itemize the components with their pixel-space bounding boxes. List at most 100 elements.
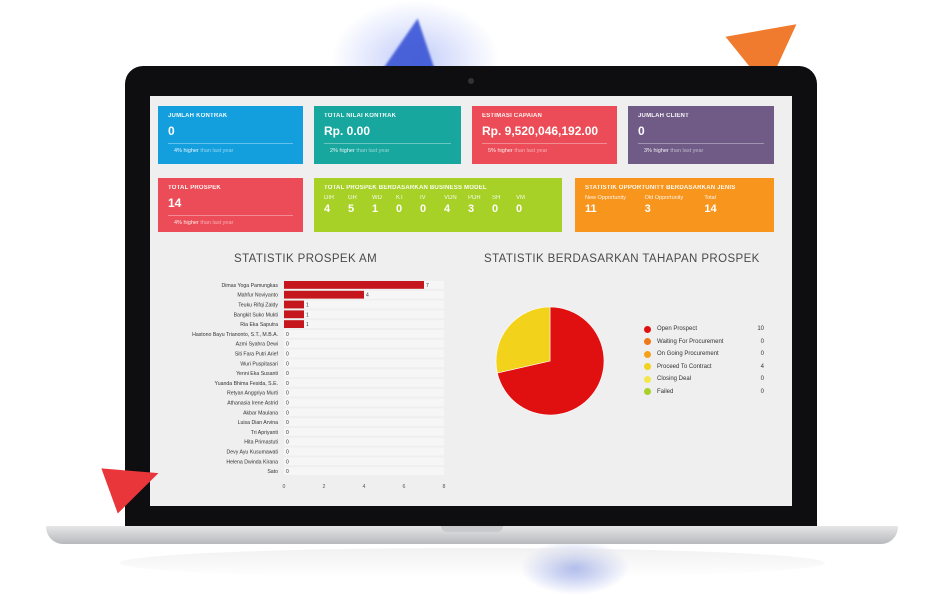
bar-category-label: Yenni Eka Susanti bbox=[236, 371, 278, 377]
card-note: 4% higher than last year bbox=[168, 220, 293, 226]
bar bbox=[284, 320, 304, 328]
bar-track bbox=[284, 379, 444, 387]
pie-slice bbox=[496, 306, 605, 416]
card-value: 0 bbox=[168, 124, 175, 138]
legend-item[interactable]: Open Prospect 10 bbox=[644, 323, 764, 336]
bar-category-label: Siti Fara Putri Arief bbox=[235, 352, 279, 358]
bm-label: IV bbox=[420, 195, 426, 201]
bar-track bbox=[284, 457, 444, 466]
legend-dot-icon bbox=[644, 388, 651, 396]
bar-track bbox=[284, 359, 444, 368]
bar-category-label: Luisa Dian Arvina bbox=[238, 420, 278, 426]
card-note-faded: than last year bbox=[670, 148, 704, 154]
card-total-prospek[interactable]: TOTAL PROSPEK 14 4% higher than last yea… bbox=[158, 178, 303, 232]
legend-item[interactable]: Waiting For Procurement 0 bbox=[644, 336, 764, 349]
bar-track bbox=[284, 437, 444, 446]
laptop-reflection bbox=[120, 548, 825, 578]
card-divider bbox=[324, 143, 451, 144]
bar-category-label: Mahfur Noviyanto bbox=[237, 293, 278, 299]
bar-chart: Dimas Yoga Pamungkas 7 Mahfur Noviyanto 4 Te… bbox=[150, 276, 460, 506]
bm-item: VM 0 bbox=[516, 195, 540, 215]
card-value: 0 bbox=[638, 124, 645, 138]
bar-value-label: 0 bbox=[286, 459, 289, 465]
bm-label: PDR bbox=[468, 195, 481, 201]
card-note-faded: than last year bbox=[356, 148, 390, 154]
bm-value: 0 bbox=[516, 203, 523, 215]
card-title: JUMLAH CLIENT bbox=[638, 113, 689, 119]
card-note-faded: than last year bbox=[514, 148, 548, 154]
bar-category-label: Bangkit Suko Mukti bbox=[234, 312, 278, 318]
card-note-percent: 4% higher bbox=[174, 148, 199, 154]
bar-track bbox=[284, 369, 444, 377]
opp-label: New Opportunity bbox=[585, 195, 626, 201]
bar bbox=[284, 290, 364, 299]
card-note-percent: 2% higher bbox=[330, 148, 355, 154]
x-tick-label: 6 bbox=[403, 484, 406, 490]
bm-label: GR bbox=[348, 195, 357, 201]
x-tick-label: 4 bbox=[363, 484, 366, 490]
bar-chart-title: STATISTIK PROSPEK AM bbox=[234, 253, 378, 265]
legend-label: Open Prospect bbox=[657, 326, 698, 333]
legend-item[interactable]: On Going Procurement 0 bbox=[644, 348, 764, 361]
pie-chart-svg bbox=[495, 306, 605, 416]
card-total-nilai-kontrak[interactable]: TOTAL NILAI KONTRAK Rp. 0.00 2% higher t… bbox=[314, 106, 461, 164]
dashboard-screen: JUMLAH KONTRAK 0 4% higher than last yea… bbox=[150, 96, 792, 506]
opp-label: Old Opportunity bbox=[644, 195, 684, 201]
card-prospek-business-model[interactable]: TOTAL PROSPEK BERDASARKAN BUSINESS MODEL… bbox=[314, 178, 562, 232]
card-note: 3% higher than last year bbox=[638, 148, 764, 154]
card-note-faded: than last year bbox=[200, 220, 234, 226]
bar-track bbox=[284, 349, 444, 358]
bar bbox=[284, 300, 304, 309]
legend-value: 4 bbox=[760, 363, 764, 370]
bar-value-label: 0 bbox=[286, 391, 289, 397]
bar-value-label: 0 bbox=[286, 401, 289, 407]
legend-item[interactable]: Proceed To Contract 4 bbox=[644, 361, 764, 374]
card-estimasi-capaian[interactable]: ESTIMASI CAPAIAN Rp. 9,520,046,192.00 5%… bbox=[472, 106, 617, 164]
legend-item[interactable]: Failed 0 bbox=[644, 386, 764, 399]
bar-value-label: 0 bbox=[286, 450, 289, 456]
bar-track bbox=[284, 388, 444, 397]
bar-value-label: 0 bbox=[286, 361, 289, 367]
card-opportunity-jenis[interactable]: STATISTIK OPPORTUNITY BERDASARKAN JENIS … bbox=[575, 178, 774, 232]
legend-item[interactable]: Closing Deal 0 bbox=[644, 373, 764, 386]
bar-track bbox=[284, 428, 444, 436]
bar-value-label: 4 bbox=[366, 293, 369, 299]
legend-value: 0 bbox=[760, 376, 764, 383]
legend-label: On Going Procurement bbox=[657, 351, 719, 358]
bar-value-label: 0 bbox=[286, 430, 289, 436]
card-jumlah-kontrak[interactable]: JUMLAH KONTRAK 0 4% higher than last yea… bbox=[158, 106, 303, 164]
bar-category-label: Hastono Bayu Trianonto, S.T., M.B.A. bbox=[192, 332, 278, 338]
bar-category-label: Helena Dwinda Kirana bbox=[226, 459, 278, 465]
opp-item: Total 14 bbox=[704, 195, 764, 215]
bar-chart-svg: Dimas Yoga Pamungkas 7 Mahfur Noviyanto 4 Te… bbox=[192, 281, 446, 490]
bm-item: WD 1 bbox=[372, 195, 396, 215]
legend-dot-icon bbox=[644, 325, 651, 333]
card-jumlah-client[interactable]: JUMLAH CLIENT 0 3% higher than last year bbox=[628, 106, 774, 164]
opp-label: Total bbox=[704, 195, 716, 201]
business-model-row: DIR 4 GR 5 WD 1 KT 0 IV 0 VDN 4 PDR 3 SH 0 VM 0 bbox=[324, 195, 552, 215]
bar-value-label: 0 bbox=[286, 469, 289, 475]
bm-item: DIR 4 bbox=[324, 195, 348, 215]
bar-track bbox=[284, 330, 444, 338]
card-title: TOTAL NILAI KONTRAK bbox=[324, 113, 397, 119]
bar-track bbox=[284, 320, 444, 328]
bm-value: 4 bbox=[324, 203, 331, 215]
pie-chart bbox=[490, 306, 610, 416]
bm-value: 4 bbox=[444, 203, 451, 215]
legend-label: Waiting For Procurement bbox=[657, 338, 724, 345]
bar-value-label: 0 bbox=[286, 332, 289, 338]
bm-label: WD bbox=[372, 195, 382, 201]
bar-value-label: 0 bbox=[286, 381, 289, 387]
bar-category-label: Retyan Anggriya Murti bbox=[227, 391, 278, 397]
bm-value: 5 bbox=[348, 203, 355, 215]
opp-item: New Opportunity 11 bbox=[585, 195, 645, 215]
bar-value-label: 0 bbox=[286, 420, 289, 426]
bar-category-label: Tri Apriyanti bbox=[251, 430, 278, 436]
bar-category-label: Dimas Yoga Pamungkas bbox=[221, 283, 278, 289]
bm-label: KT bbox=[396, 195, 404, 201]
card-title: ESTIMASI CAPAIAN bbox=[482, 113, 543, 119]
card-note: 4% higher than last year bbox=[168, 148, 293, 154]
bar-value-label: 1 bbox=[306, 322, 309, 328]
card-title: JUMLAH KONTRAK bbox=[168, 113, 228, 119]
